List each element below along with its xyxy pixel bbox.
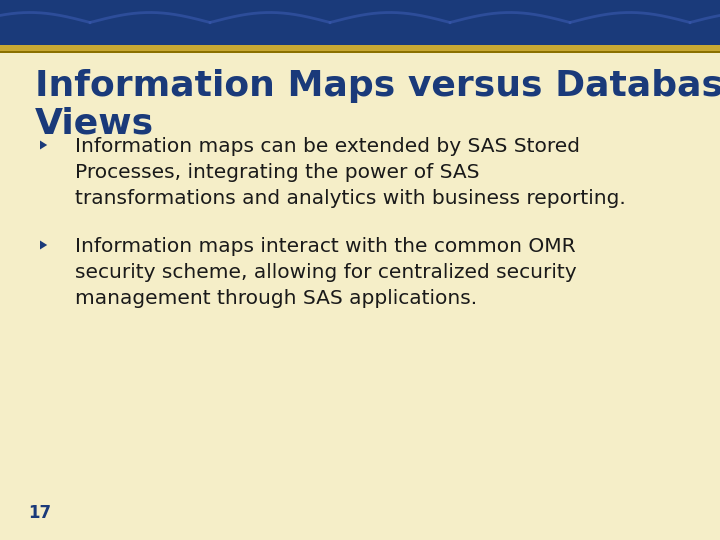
Bar — [0, 0, 720, 45]
Text: Information maps interact with the common OMR
security scheme, allowing for cent: Information maps interact with the commo… — [75, 237, 577, 307]
Polygon shape — [40, 240, 48, 249]
Bar — [0, 51, 720, 53]
Polygon shape — [40, 140, 48, 150]
Bar — [0, 45, 720, 51]
Text: Information Maps versus Database: Information Maps versus Database — [35, 69, 720, 103]
Text: 17: 17 — [28, 504, 51, 522]
Text: Information maps can be extended by SAS Stored
Processes, integrating the power : Information maps can be extended by SAS … — [75, 137, 626, 207]
Text: Views: Views — [35, 107, 154, 141]
